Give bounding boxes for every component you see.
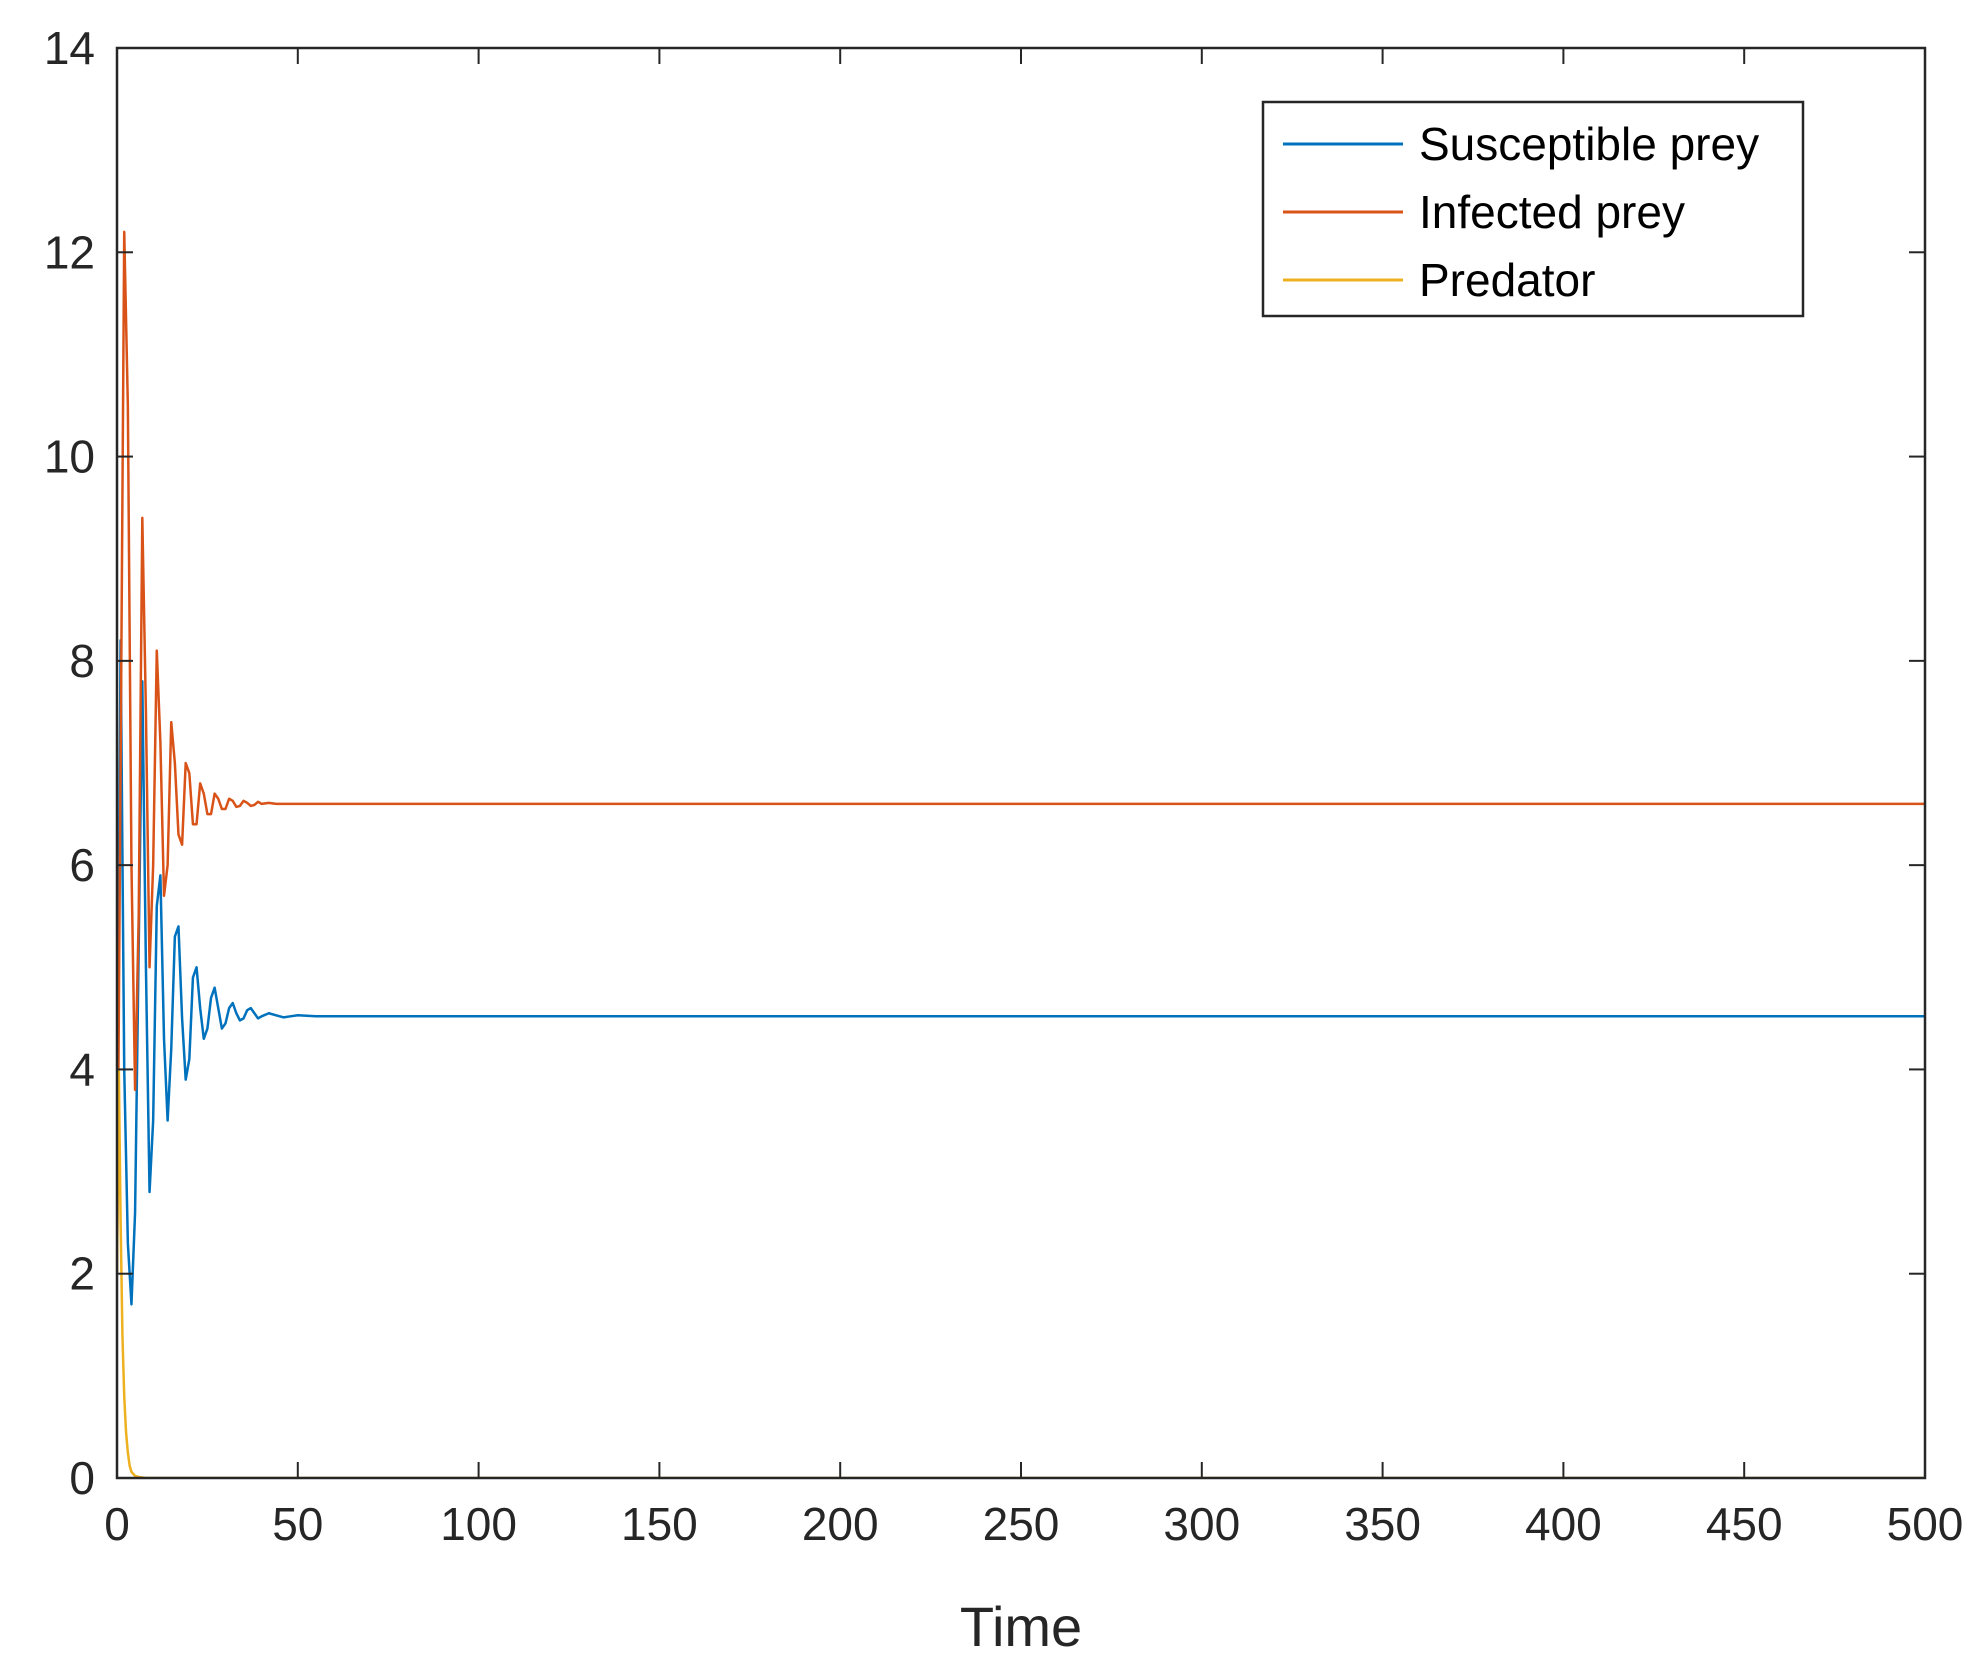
x-tick-label: 400 <box>1525 1498 1602 1550</box>
x-tick-label: 450 <box>1706 1498 1783 1550</box>
legend-label: Susceptible prey <box>1419 118 1759 170</box>
x-tick-label: 150 <box>621 1498 698 1550</box>
legend-label: Infected prey <box>1419 186 1685 238</box>
y-tick-label: 10 <box>44 431 95 483</box>
legend: Susceptible prey Infected prey Predator <box>1261 100 1805 318</box>
x-axis-title: Time <box>960 1595 1082 1658</box>
legend-label: Predator <box>1419 254 1595 306</box>
x-tick-label: 500 <box>1887 1498 1964 1550</box>
y-tick-label: 12 <box>44 226 95 278</box>
x-tick-label: 350 <box>1344 1498 1421 1550</box>
x-tick-label: 200 <box>802 1498 879 1550</box>
y-tick-label: 14 <box>44 22 95 74</box>
y-tick-label: 6 <box>69 839 95 891</box>
x-tick-label: 300 <box>1163 1498 1240 1550</box>
tick-labels: 0 50 100 150 200 250 300 350 400 450 500 0 2 4 6 8 10 12 1… <box>44 22 1964 1550</box>
ticks <box>116 47 1926 1479</box>
y-tick-label: 8 <box>69 635 95 687</box>
x-tick-label: 0 <box>104 1498 130 1550</box>
y-tick-label: 0 <box>69 1452 95 1504</box>
y-tick-label: 4 <box>69 1043 95 1095</box>
series-line-infected-prey <box>117 230 1925 1274</box>
y-tick-label: 2 <box>69 1248 95 1300</box>
x-tick-label: 100 <box>440 1498 517 1550</box>
series-line-susceptible-prey <box>117 639 1925 1306</box>
x-tick-label: 250 <box>983 1498 1060 1550</box>
x-tick-label: 50 <box>272 1498 323 1550</box>
